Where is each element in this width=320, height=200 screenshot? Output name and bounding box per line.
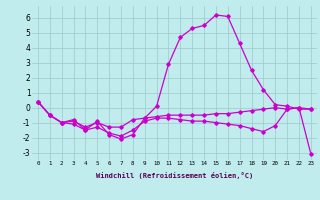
X-axis label: Windchill (Refroidissement éolien,°C): Windchill (Refroidissement éolien,°C) [96, 172, 253, 179]
